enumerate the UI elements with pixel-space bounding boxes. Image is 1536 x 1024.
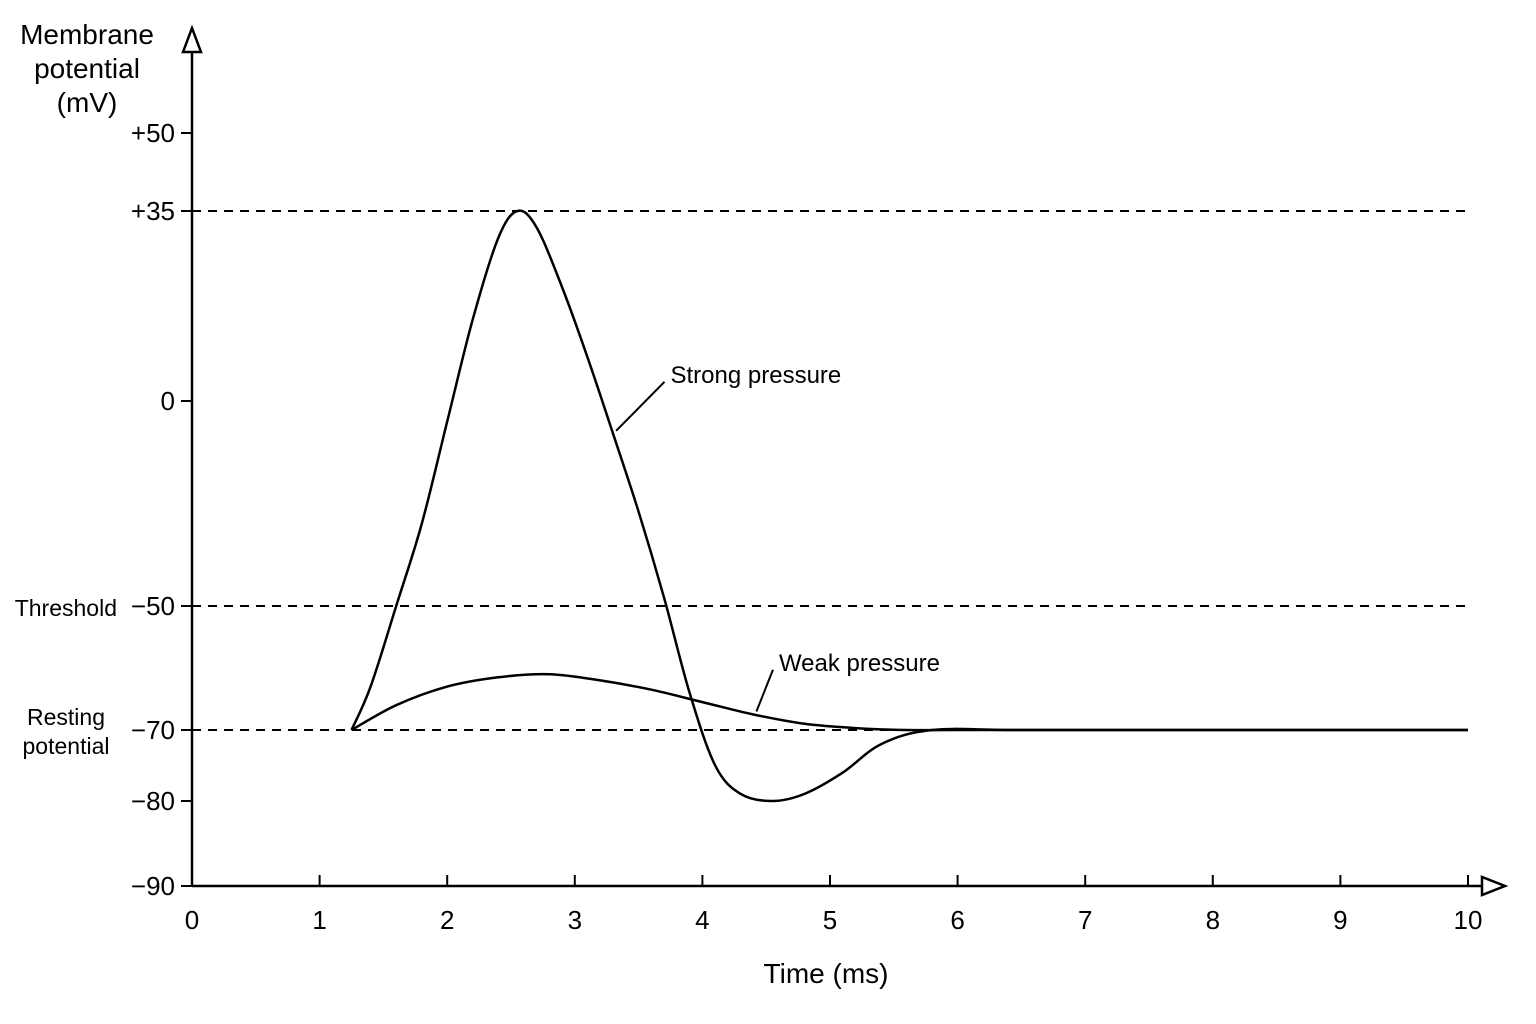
y-tick-label-1: +35 bbox=[131, 196, 175, 226]
curves: Strong pressure Weak pressure bbox=[350, 209, 1468, 803]
y-axis-title-line-1: Membrane bbox=[20, 19, 154, 50]
series-leader-strong-pressure bbox=[615, 381, 666, 432]
x-axis-arrow-icon bbox=[1480, 875, 1509, 897]
x-tick-label-1: 1 bbox=[312, 905, 326, 935]
x-tick-label-4: 4 bbox=[695, 905, 709, 935]
x-tick-label-6: 6 bbox=[950, 905, 964, 935]
x-tick-label-7: 7 bbox=[1078, 905, 1092, 935]
x-tick-label-5: 5 bbox=[823, 905, 837, 935]
y-axis-arrow-icon bbox=[181, 24, 203, 54]
y-tick-label-4: −70 bbox=[131, 715, 175, 745]
y-axis-title-line-3: (mV) bbox=[57, 87, 118, 118]
y-axis-title-line-2: potential bbox=[34, 53, 140, 84]
x-ticks: 0 1 2 3 4 5 6 7 8 9 10 bbox=[185, 875, 1483, 935]
series-line-strong-pressure bbox=[350, 209, 1468, 803]
resting-label-line-1: Resting bbox=[27, 704, 105, 730]
series-leader-weak-pressure bbox=[755, 669, 774, 712]
series-label-strong-pressure: Strong pressure bbox=[671, 362, 842, 389]
y-tick-label-0: +50 bbox=[131, 118, 175, 148]
labels: Membrane potential (mV) Time (ms) Thresh… bbox=[15, 19, 889, 989]
axes bbox=[181, 24, 1509, 897]
y-ticks: +50 +35 0 −50 −70 −80 −90 bbox=[131, 118, 192, 901]
threshold-label: Threshold bbox=[15, 595, 117, 621]
resting-label-line-2: potential bbox=[23, 733, 110, 759]
x-tick-label-9: 9 bbox=[1333, 905, 1347, 935]
x-tick-label-2: 2 bbox=[440, 905, 454, 935]
y-tick-label-3: −50 bbox=[131, 591, 175, 621]
series-line-weak-pressure bbox=[350, 672, 1468, 732]
y-tick-label-2: 0 bbox=[161, 386, 175, 416]
x-tick-label-3: 3 bbox=[568, 905, 582, 935]
x-axis-title: Time (ms) bbox=[764, 958, 889, 989]
y-tick-label-6: −90 bbox=[131, 871, 175, 901]
x-tick-label-10: 10 bbox=[1454, 905, 1483, 935]
x-tick-label-8: 8 bbox=[1206, 905, 1220, 935]
series-label-weak-pressure: Weak pressure bbox=[779, 650, 940, 677]
x-tick-label-0: 0 bbox=[185, 905, 199, 935]
y-tick-label-5: −80 bbox=[131, 786, 175, 816]
